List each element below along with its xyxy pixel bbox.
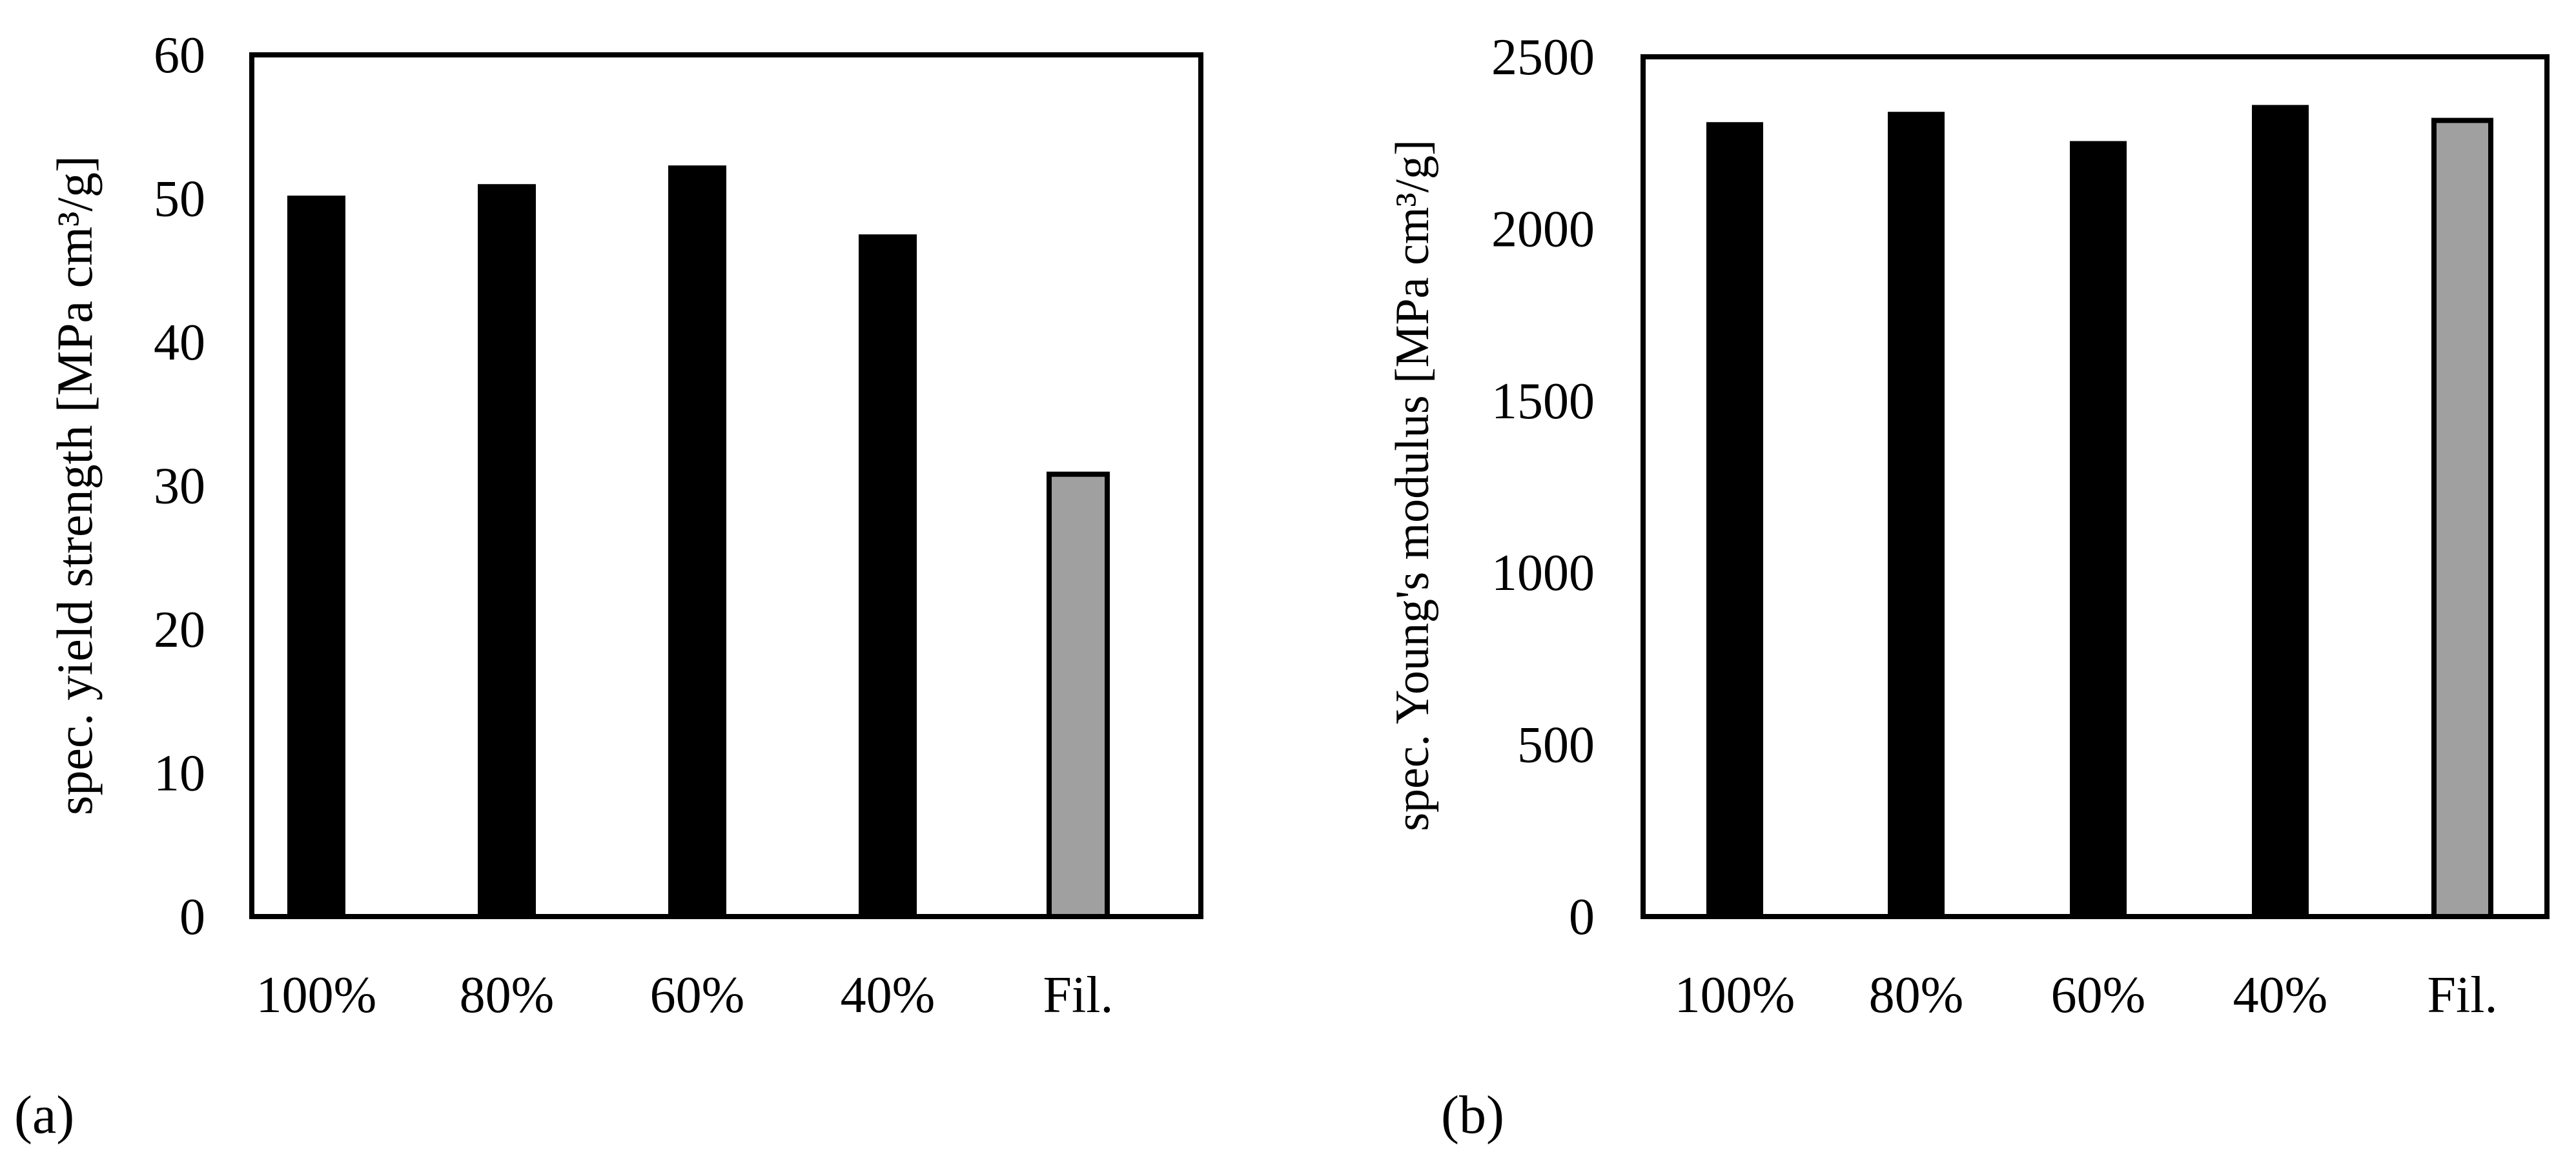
bar-Fil [1047,471,1110,919]
y-tick-label: 2000 [1491,201,1595,258]
bar-40 [2252,105,2309,917]
y-tick-label: 500 [1517,717,1595,774]
bar-60 [2070,141,2127,917]
bar-100 [287,196,345,917]
bar-Fil [2431,117,2493,919]
y-tick-label: 10 [154,746,205,802]
panel-label-b: (b) [1441,1085,1504,1145]
x-tick-label: 40% [2233,967,2328,1024]
x-tick-label: 100% [1675,967,1795,1024]
y-tick-label: 30 [154,458,205,515]
bar-80 [478,184,536,917]
x-tick-label: 60% [2051,967,2146,1024]
bar-80 [1888,112,1945,917]
bars-b [1706,105,2493,919]
y-tick-label: 50 [154,171,205,228]
bars-a [287,165,1110,919]
y-tick-label: 40 [154,314,205,371]
y-axis-label-a: spec. yield strength [MPa cm³/g] [46,156,103,815]
y-tick-label: 1000 [1491,545,1595,602]
y-tick-label: 60 [154,27,205,84]
y-tick-label: 0 [1569,889,1595,946]
chart-panel-a: 0 10 20 30 40 50 60 100% 80% 60% 40% Fil. spec. yi… [14,27,1203,1145]
plot-frame-b [1641,54,2550,919]
chart-panel-b: 0 500 1000 1500 2000 2500 100% 80% 60% 40% Fil. s… [1386,29,2550,1145]
y-tick-label: 20 [154,602,205,658]
x-tick-label: 60% [650,967,745,1024]
y-tick-label: 0 [179,889,205,946]
y-axis-label-b: spec. Young's modulus [MPa cm³/g] [1386,139,1439,831]
x-tick-label: Fil. [1043,967,1114,1024]
x-tick-label: 80% [1869,967,1964,1024]
bar-100 [1706,122,1763,917]
y-tick-label: 1500 [1491,373,1595,430]
panel-label-a: (a) [14,1085,74,1145]
y-tick-labels-a: 0 10 20 30 40 50 60 [154,27,205,946]
x-tick-labels-a: 100% 80% 60% 40% Fil. [256,967,1114,1024]
bar-40 [859,234,917,917]
y-tick-label: 2500 [1491,29,1595,86]
x-tick-label: 80% [460,967,555,1024]
x-tick-label: Fil. [2428,967,2498,1024]
x-tick-label: 40% [841,967,935,1024]
y-tick-labels-b: 0 500 1000 1500 2000 2500 [1491,29,1595,946]
bar-60 [668,165,726,917]
x-tick-label: 100% [256,967,377,1024]
plot-frame-a [249,52,1203,919]
x-tick-labels-b: 100% 80% 60% 40% Fil. [1675,967,2498,1024]
